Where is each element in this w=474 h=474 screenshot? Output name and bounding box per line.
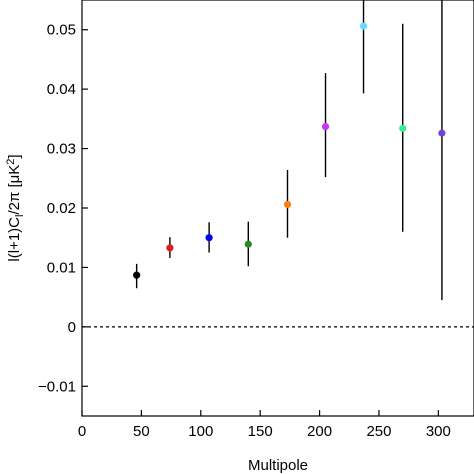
y-tick-label: 0 [68,319,76,336]
y-axis-ticks: −0.01 0 0.01 0.02 0.03 0.04 0.05 [38,22,88,395]
x-tick-label: 300 [426,423,451,440]
data-point [244,240,252,248]
x-tick-label: 200 [307,423,332,440]
data-point [205,234,213,242]
data-points [133,0,446,301]
y-tick-label: 0.01 [47,259,76,276]
y-tick-label: 0.02 [47,200,76,217]
y-tick-label: 0.04 [47,81,76,98]
data-point [283,200,292,209]
y-tick-label: 0.05 [47,22,76,39]
data-point [359,22,368,30]
x-axis-title: Multipole [248,457,308,474]
x-tick-label: 150 [248,423,273,440]
y-axis-title-subscript: l [14,215,26,217]
data-point [399,124,407,132]
data-point [321,122,330,131]
x-axis-ticks: 0 50 100 150 200 250 300 [78,410,451,440]
x-tick-label: 50 [133,423,150,440]
y-axis-title-main: l(l+1)C [6,217,23,262]
data-point [133,271,141,279]
x-tick-label: 250 [366,423,391,440]
y-axis-title: l(l+1)Cl/2π [μK2] [5,154,26,261]
y-axis-title-tail: /2π [μK [6,165,23,215]
data-point [166,244,174,252]
x-tick-label: 0 [78,423,86,440]
y-axis-title-superscript: 2 [5,159,17,165]
y-tick-label: −0.01 [38,378,76,395]
y-tick-label: 0.03 [47,141,76,158]
x-tick-label: 100 [188,423,213,440]
plot-area-frame [81,0,474,417]
data-point [438,129,446,137]
y-axis-title-end: ] [6,154,23,158]
